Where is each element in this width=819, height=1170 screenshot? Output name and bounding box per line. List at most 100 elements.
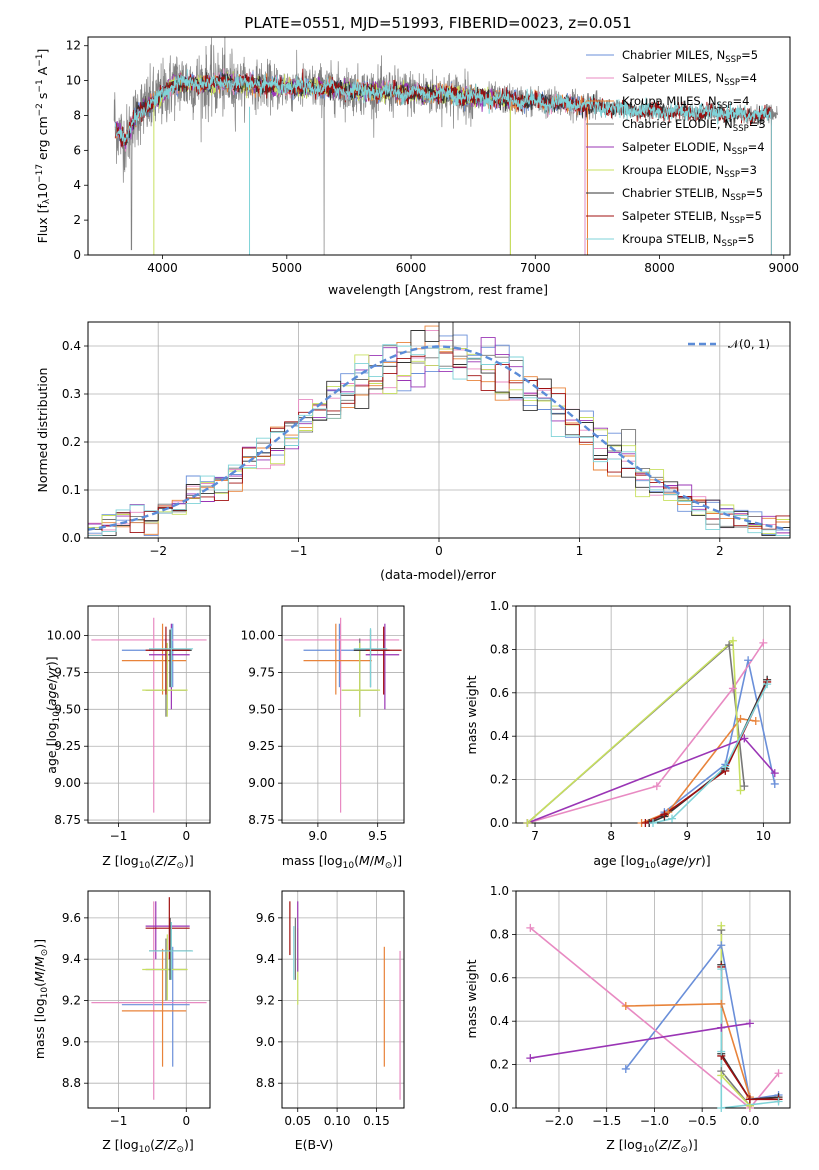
- y-tick-label: 10.00: [47, 629, 81, 643]
- y-tick-label: 9.6: [256, 911, 275, 925]
- x-tick-label: −2: [149, 544, 167, 558]
- weight-vs-metallicity-panel: −2.0 −1.5 −1.0 −0.5 0.0 0.0 0.2 0.4 0.6 0.8 1.0: [490, 884, 791, 1128]
- y-tick-label: 0.8: [490, 927, 509, 941]
- weight-marker: [728, 684, 737, 693]
- weight-marker: [652, 782, 661, 791]
- weight-marker: [717, 1047, 726, 1056]
- histogram-kroupa-stelib: [88, 344, 790, 537]
- y-tick-label: 9.00: [248, 776, 275, 790]
- x-tick-label: 0.0: [740, 1114, 759, 1128]
- y-tick-label: 4: [73, 178, 81, 192]
- weight-marker: [641, 819, 650, 827]
- y-tick-label: 8.8: [256, 1076, 275, 1090]
- massZ-ylabel: mass [log10(M/M⊙)]: [32, 939, 50, 1059]
- weight-marker: [717, 941, 726, 950]
- residual-xlabel: (data-model)/error: [380, 567, 497, 582]
- y-tick-label: 1.0: [490, 599, 509, 613]
- spectrum-title: PLATE=0551, MJD=51993, FIBERID=0023, z=0…: [244, 14, 631, 32]
- x-tick-label: 8: [607, 829, 615, 843]
- x-tick-label: 7: [531, 829, 539, 843]
- x-tick-label: 1: [576, 544, 584, 558]
- wage-xlabel: age [log10(age/yr)]: [593, 853, 710, 871]
- y-tick-label: 0: [73, 248, 81, 262]
- y-tick-label: 1.0: [490, 884, 509, 898]
- y-tick-label: 9.50: [248, 702, 275, 716]
- y-tick-label: 9.2: [256, 994, 275, 1008]
- y-tick-label: 0.3: [62, 387, 81, 401]
- x-tick-label: 6000: [396, 261, 427, 275]
- y-tick-label: 9.25: [248, 739, 275, 753]
- legend-label: Salpeter STELIB, NSSP=5: [622, 209, 762, 226]
- weight-marker: [717, 1071, 726, 1080]
- weight-marker: [621, 1064, 630, 1073]
- weight-marker: [717, 921, 726, 930]
- weight-marker: [774, 1097, 783, 1106]
- legend-label: Salpeter MILES, NSSP=4: [622, 71, 757, 88]
- weight-marker: [740, 782, 749, 791]
- plot-frame: [87, 890, 211, 1109]
- weight-marker: [649, 819, 657, 827]
- weight-marker: [740, 734, 749, 743]
- x-tick-label: 0.05: [284, 1114, 311, 1128]
- model-spectrum-kroupa-stelib: [114, 69, 772, 255]
- ageZ-xlabel: Z [log10(Z/Z⊙)]: [102, 853, 194, 871]
- y-tick-label: 9.0: [256, 1035, 275, 1049]
- weight-marker: [523, 819, 532, 827]
- weight-marker: [668, 814, 677, 823]
- y-tick-label: 0.1: [62, 483, 81, 497]
- plot-frame: [281, 890, 405, 1109]
- model-spectrum-chabrier-stelib: [115, 72, 772, 255]
- y-tick-label: 8: [73, 108, 81, 122]
- y-tick-label: 0.0: [490, 1101, 509, 1115]
- x-tick-label: 0.10: [324, 1114, 351, 1128]
- plot-frame: [87, 605, 211, 824]
- massZ-xlabel: Z [log10(Z/Z⊙)]: [102, 1137, 194, 1155]
- y-tick-label: 9.75: [248, 665, 275, 679]
- x-tick-label: 10: [756, 829, 771, 843]
- x-tick-label: 7000: [520, 261, 551, 275]
- legend-label: Chabrier MILES, NSSP=5: [622, 48, 758, 65]
- y-tick-label: 0.2: [490, 773, 509, 787]
- wZ-ylabel: mass weight: [464, 959, 479, 1038]
- x-tick-label: −1: [110, 829, 128, 843]
- weight-marker: [736, 714, 745, 723]
- plot-frame: [515, 890, 791, 1109]
- x-tick-label: 5000: [272, 261, 303, 275]
- spectrum-xlabel: wavelength [Angstrom, rest frame]: [328, 282, 548, 297]
- age-vs-metallicity-panel: −1 0 8.75 9.00 9.25 9.50 9.75 10.00: [47, 605, 211, 843]
- legend-label: Chabrier ELODIE, NSSP=3: [622, 117, 766, 134]
- y-tick-label: 6: [73, 143, 81, 157]
- x-tick-label: 9: [683, 829, 691, 843]
- y-tick-label: 8.75: [248, 813, 275, 827]
- y-tick-label: 9.4: [62, 952, 81, 966]
- y-tick-label: 12: [66, 39, 81, 53]
- legend-label: Kroupa MILES, NSSP=4: [622, 94, 749, 111]
- weight-marker: [717, 1104, 726, 1112]
- weight-marker: [774, 1069, 783, 1078]
- wZ-xlabel: Z [log10(Z/Z⊙)]: [606, 1137, 698, 1155]
- weight-marker: [751, 717, 760, 726]
- y-tick-label: 8.8: [62, 1076, 81, 1090]
- x-tick-label: −2.0: [544, 1114, 573, 1128]
- weight-marker: [717, 965, 726, 974]
- wage-ylabel: mass weight: [464, 675, 479, 754]
- x-tick-label: 0.15: [363, 1114, 390, 1128]
- x-tick-label: 9.0: [308, 829, 327, 843]
- y-tick-label: 10.00: [241, 629, 275, 643]
- x-tick-label: −0.5: [688, 1114, 717, 1128]
- weight-marker: [721, 762, 730, 771]
- weight-marker: [526, 923, 535, 932]
- weight-vs-age-panel: 7 8 9 10 0.0 0.2 0.4 0.6 0.8 1.0: [490, 599, 791, 843]
- y-tick-label: 0.6: [490, 971, 509, 985]
- weight-marker: [621, 1002, 630, 1011]
- spectrum-panel: PLATE=0551, MJD=51993, FIBERID=0023, z=0…: [35, 14, 799, 297]
- mass-vs-metallicity-panel: −1 0 8.8 9.0 9.2 9.4 9.6: [62, 890, 211, 1128]
- y-tick-label: 8.75: [54, 813, 81, 827]
- weight-marker: [728, 636, 737, 645]
- weight-line-kroupa-stelib: [652, 683, 768, 823]
- y-tick-label: 9.0: [62, 1035, 81, 1049]
- weight-marker: [526, 1054, 535, 1063]
- y-tick-label: 9.4: [256, 952, 275, 966]
- weight-marker: [763, 680, 772, 689]
- x-tick-label: −1.5: [592, 1114, 621, 1128]
